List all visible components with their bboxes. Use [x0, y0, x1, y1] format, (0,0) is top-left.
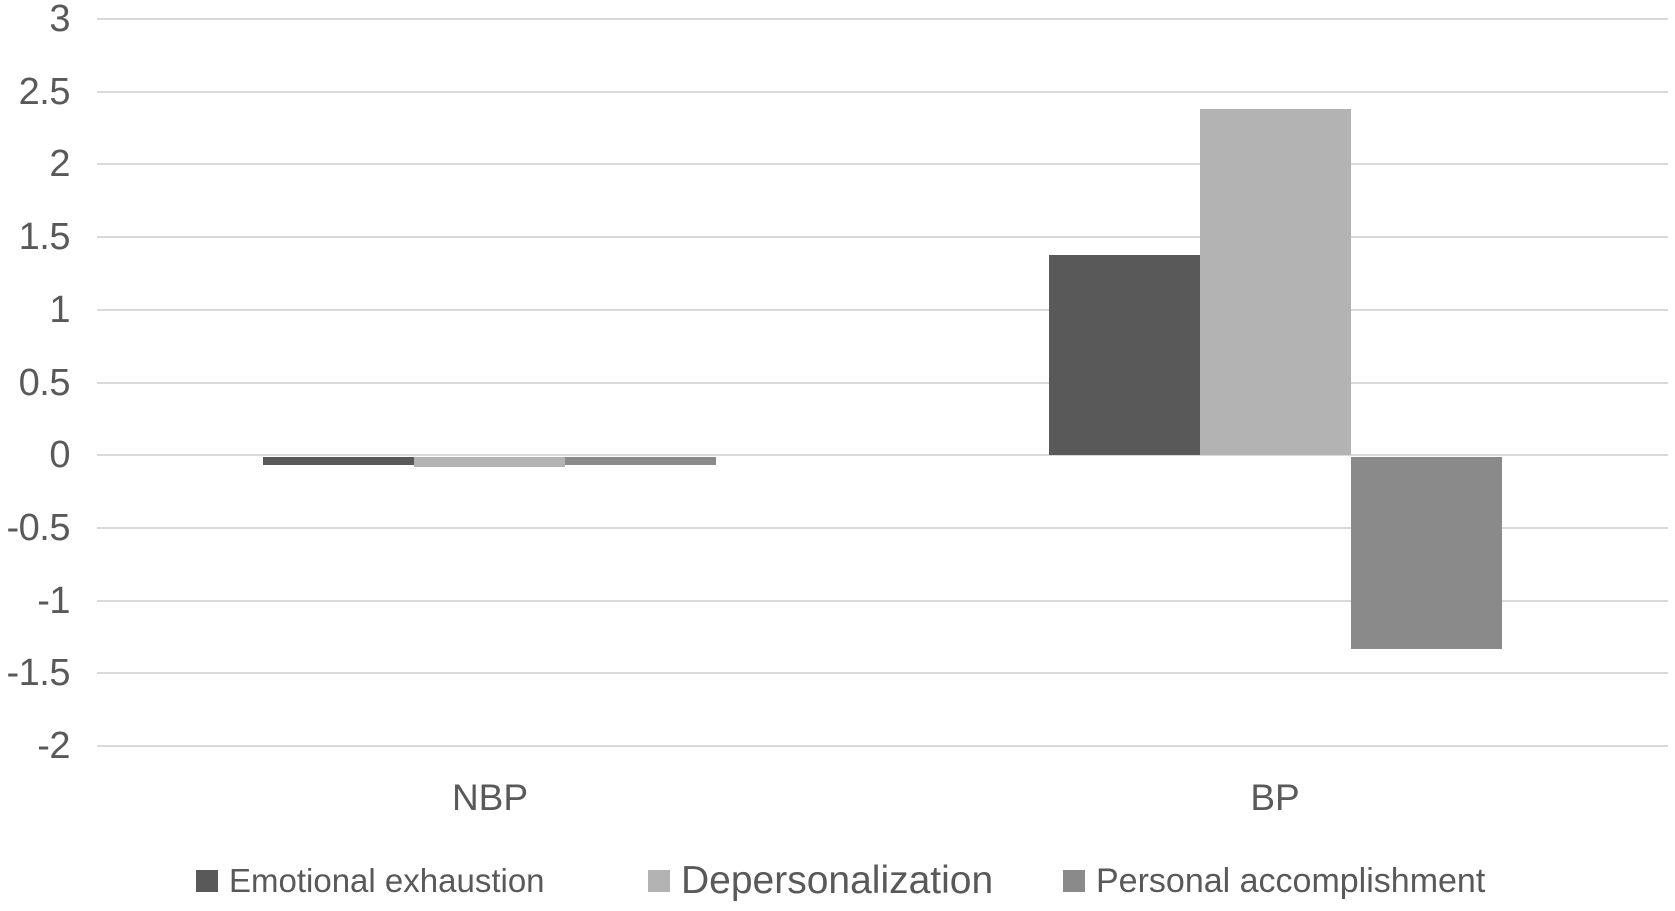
y-axis-tick-label: 1	[49, 288, 70, 331]
gridline	[97, 381, 1668, 384]
gridline	[97, 745, 1668, 747]
x-axis-category-label-nbp: NBP	[451, 777, 529, 818]
gridline	[97, 454, 1668, 457]
legend-label: Emotional exhaustion	[229, 862, 545, 899]
y-axis-tick-label: -1	[37, 579, 70, 622]
y-axis-tick-label: -0.5	[6, 506, 71, 549]
y-axis-tick-label: 0.5	[18, 361, 71, 404]
y-axis-tick-label: 2.5	[18, 70, 71, 113]
gridline	[97, 526, 1668, 529]
x-axis-category-label-bp: BP	[1250, 777, 1300, 818]
legend-label: Depersonalization	[681, 859, 994, 902]
gridline	[97, 599, 1668, 602]
y-axis-tick-label: -1.5	[6, 652, 71, 695]
y-axis-tick-label: 1.5	[18, 216, 71, 259]
legend-color-swatch-icon	[648, 870, 670, 892]
bar-bp-personal-accomplishment	[1350, 457, 1502, 649]
legend-color-swatch-icon	[196, 870, 218, 892]
bar-nbp-personal-accomplishment	[565, 457, 717, 466]
gridline	[97, 672, 1668, 675]
legend-item-emotional-exhaustion: Emotional exhaustion	[196, 856, 545, 906]
gridline	[97, 18, 1668, 20]
legend-label: Personal accomplishment	[1096, 861, 1486, 900]
y-axis-tick-label: 2	[49, 143, 70, 186]
bar-nbp-emotional-exhaustion	[263, 457, 415, 466]
legend-item-personal-accomplishment: Personal accomplishment	[1063, 856, 1485, 906]
y-axis-tick-label: 0	[49, 434, 70, 477]
legend: Emotional exhaustion Depersonalization P…	[0, 856, 1675, 906]
gridline	[97, 163, 1668, 166]
legend-color-swatch-icon	[1063, 870, 1085, 892]
bar-bp-depersonalization	[1199, 109, 1351, 456]
legend-item-depersonalization: Depersonalization	[648, 856, 993, 906]
gridline	[97, 90, 1668, 93]
gridline	[97, 236, 1668, 239]
gridline	[97, 308, 1668, 311]
bar-bp-emotional-exhaustion	[1048, 254, 1200, 456]
y-axis-tick-label: 3	[49, 0, 70, 40]
y-axis-tick-label: -2	[37, 725, 70, 767]
bar-nbp-depersonalization	[414, 457, 566, 467]
